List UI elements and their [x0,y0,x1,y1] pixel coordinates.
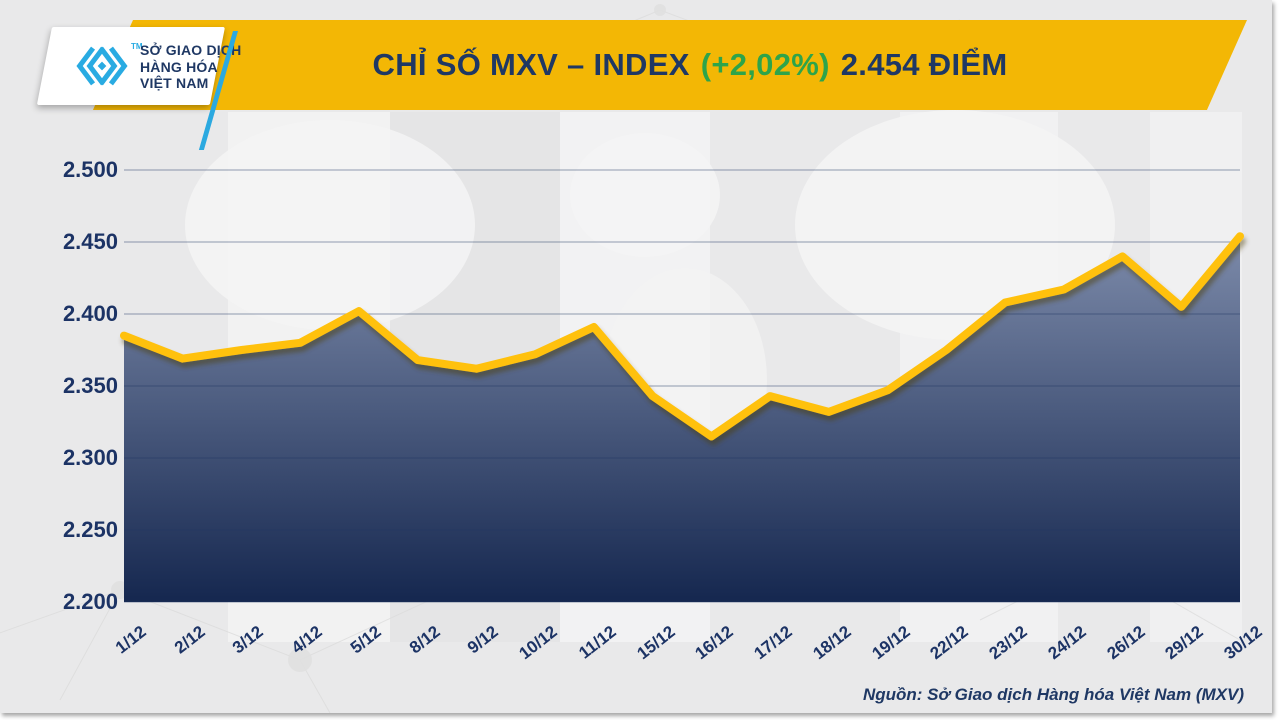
logo-line-2: HÀNG HÓA [140,58,218,75]
logo-wordmark: SỞ GIAO DỊCH HÀNG HÓA VIỆT NAM [140,42,241,92]
index-line-series [120,232,1244,441]
chart-last-value: 2.454 ĐIỂM [840,47,1008,82]
mxv-chevrons-icon [76,46,128,86]
horizontal-gridlines [124,169,1240,603]
logo-line-1: SỞ GIAO DỊCH [140,42,242,58]
y-tick-label: 2.200 [62,589,118,614]
trademark-symbol: TM [131,42,143,51]
chart-title: CHỈ SỐ MXV – INDEX (+2,02%) 2.454 ĐIỂM [133,20,1247,110]
chart-change-percent: (+2,02%) [700,47,830,82]
y-tick-label: 2.450 [62,229,118,254]
y-tick-label: 2.300 [62,445,118,470]
y-tick-label: 2.250 [62,517,118,542]
source-caption: Nguồn: Sở Giao dịch Hàng hóa Việt Nam (M… [862,685,1244,704]
chart-title-text: CHỈ SỐ MXV – INDEX [372,47,690,82]
mxv-logo: TM SỞ GIAO DỊCH HÀNG HÓA VIỆT NAM [52,27,241,105]
y-tick-label: 2.350 [62,373,118,398]
logo-line-3: VIỆT NAM [140,75,209,91]
y-tick-label: 2.500 [62,157,118,182]
y-tick-label: 2.400 [62,301,118,326]
